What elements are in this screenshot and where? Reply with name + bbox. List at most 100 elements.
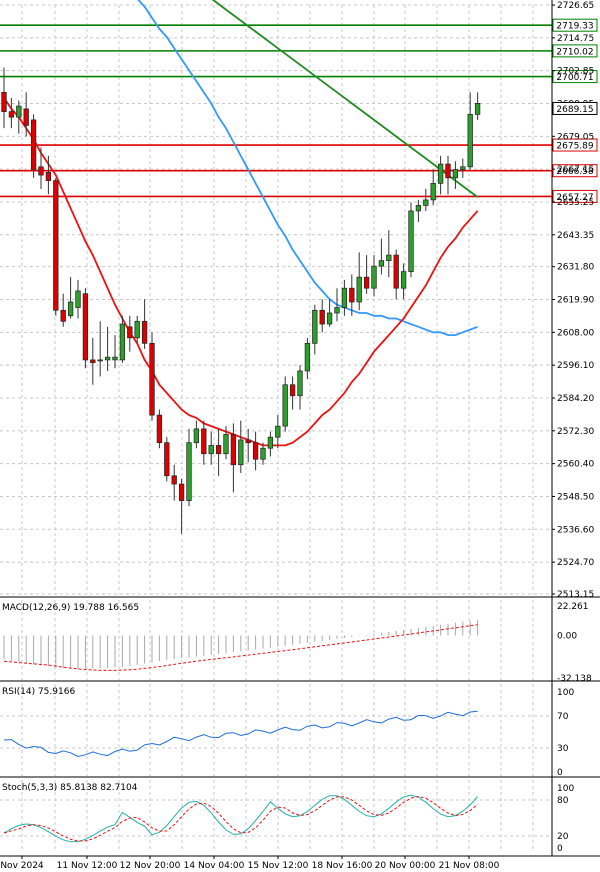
candle-body bbox=[171, 475, 177, 485]
y-tick-label: 2702.85 bbox=[557, 67, 594, 77]
moving-averages bbox=[3, 0, 479, 447]
candle-body bbox=[119, 323, 126, 361]
candle-body bbox=[334, 307, 340, 314]
y-tick-label: 2643.35 bbox=[557, 231, 594, 241]
candle-body bbox=[53, 180, 59, 311]
indicator-panels: MACD(12,26,9) 19.788 16.565 22.261 0.00 -32… bbox=[0, 602, 592, 854]
rsi-label: RSI(14) 75.9166 bbox=[2, 687, 75, 697]
candle-body bbox=[289, 384, 296, 397]
candle-body bbox=[326, 312, 333, 325]
y-tick-label: 2560.40 bbox=[557, 460, 594, 470]
candle-body bbox=[356, 276, 362, 303]
candle-body bbox=[134, 320, 140, 339]
rsi-y-tick-label: 30 bbox=[557, 744, 569, 754]
candle-body bbox=[378, 260, 385, 267]
candle-body bbox=[319, 309, 325, 325]
candle-body bbox=[149, 343, 155, 416]
candle-body bbox=[230, 434, 237, 466]
level-tag bbox=[552, 138, 598, 152]
y-tick-label: 2548.50 bbox=[557, 492, 594, 502]
y-tick-label: 2667.15 bbox=[557, 165, 594, 175]
x-tick-label: Nov 2024 bbox=[0, 861, 44, 871]
level-label: 2675.89 bbox=[556, 142, 593, 152]
ma-green-line bbox=[211, 0, 479, 198]
candle-body bbox=[67, 301, 74, 317]
y-tick-label: 2524.70 bbox=[557, 558, 594, 568]
candle-body bbox=[252, 442, 259, 460]
x-tick-label: 14 Nov 04:00 bbox=[184, 861, 245, 871]
candle-body bbox=[75, 290, 81, 308]
grid-lines bbox=[0, 4, 552, 852]
horizontal-levels: 2719.33 2710.02 2700.71 2675.89 2666.58 2657.… bbox=[0, 18, 598, 203]
x-tick-label: 21 Nov 08:00 bbox=[439, 861, 500, 871]
candle-body bbox=[437, 163, 444, 184]
candle-body bbox=[393, 254, 399, 289]
level-tag bbox=[552, 164, 598, 178]
candle-body bbox=[1, 91, 7, 112]
y-tick-label: 2679.05 bbox=[557, 132, 594, 142]
macd-y-tick-label: 22.261 bbox=[557, 602, 589, 612]
candle-body bbox=[23, 108, 29, 126]
stoch-d-line bbox=[3, 795, 478, 842]
macd-y-tick-label: -32.138 bbox=[557, 674, 592, 684]
stoch-y-tick-label: 20 bbox=[557, 832, 569, 842]
candle-body bbox=[60, 309, 66, 322]
candle-body bbox=[267, 436, 274, 449]
level-label: 2657.27 bbox=[556, 193, 593, 203]
macd-signal-line bbox=[3, 624, 478, 671]
candle-body bbox=[474, 103, 481, 115]
x-tick-label: 12 Nov 20:00 bbox=[120, 861, 181, 871]
candle-body bbox=[408, 210, 414, 272]
candle-body bbox=[193, 428, 200, 444]
stoch-y-tick-label: 80 bbox=[557, 796, 569, 806]
ma-red-line bbox=[3, 97, 479, 447]
candle-body bbox=[275, 425, 281, 438]
candle-body bbox=[178, 483, 185, 501]
rsi-y-tick-label: 0 bbox=[557, 768, 563, 778]
level-label: 2700.71 bbox=[556, 73, 593, 83]
candle-body bbox=[30, 119, 37, 170]
y-tick-label: 2726.65 bbox=[557, 1, 594, 11]
candle-body bbox=[90, 359, 96, 364]
candle-body bbox=[45, 171, 52, 181]
candle-body bbox=[467, 114, 473, 168]
x-tick-label: 20 Nov 00:00 bbox=[375, 861, 436, 871]
candle-body bbox=[371, 265, 377, 289]
stoch-y-tick-label: 100 bbox=[557, 784, 574, 794]
x-tick-label: 11 Nov 12:00 bbox=[57, 861, 118, 871]
level-label: 2710.02 bbox=[556, 47, 593, 57]
rsi-y-tick-label: 70 bbox=[557, 712, 569, 722]
y-tick-label: 2584.20 bbox=[557, 394, 594, 404]
candle-body bbox=[304, 343, 311, 372]
candle-body bbox=[82, 293, 89, 361]
candle-body bbox=[363, 276, 370, 289]
candle-body bbox=[208, 445, 214, 455]
candle-body bbox=[349, 287, 355, 303]
current-price-label: 2689.15 bbox=[556, 105, 593, 115]
candle-body bbox=[341, 287, 348, 308]
level-label: 2666.58 bbox=[556, 167, 593, 177]
candle-body bbox=[38, 166, 44, 176]
level-tag bbox=[552, 44, 598, 58]
y-tick-label: 2536.60 bbox=[557, 525, 594, 535]
level-tag bbox=[552, 18, 598, 32]
y-tick-label: 2655.25 bbox=[557, 198, 594, 208]
y-tick-label: 2608.00 bbox=[557, 328, 594, 338]
x-tick-label: 15 Nov 12:00 bbox=[248, 861, 309, 871]
y-tick-label: 2619.90 bbox=[557, 296, 594, 306]
candle-body bbox=[8, 111, 15, 118]
candle-body bbox=[415, 205, 422, 212]
candle-body bbox=[238, 439, 244, 466]
macd-y-tick-label: 0.00 bbox=[557, 631, 577, 641]
rsi-line bbox=[3, 710, 478, 758]
level-label: 2719.33 bbox=[556, 22, 593, 32]
y-tick-label: 2631.80 bbox=[557, 263, 594, 273]
candles bbox=[1, 67, 481, 534]
candle-body bbox=[400, 271, 407, 289]
y-tick-label: 2572.30 bbox=[557, 427, 594, 437]
candle-body bbox=[423, 199, 429, 206]
candle-body bbox=[452, 169, 459, 179]
x-tick-label: 18 Nov 16:00 bbox=[312, 861, 373, 871]
